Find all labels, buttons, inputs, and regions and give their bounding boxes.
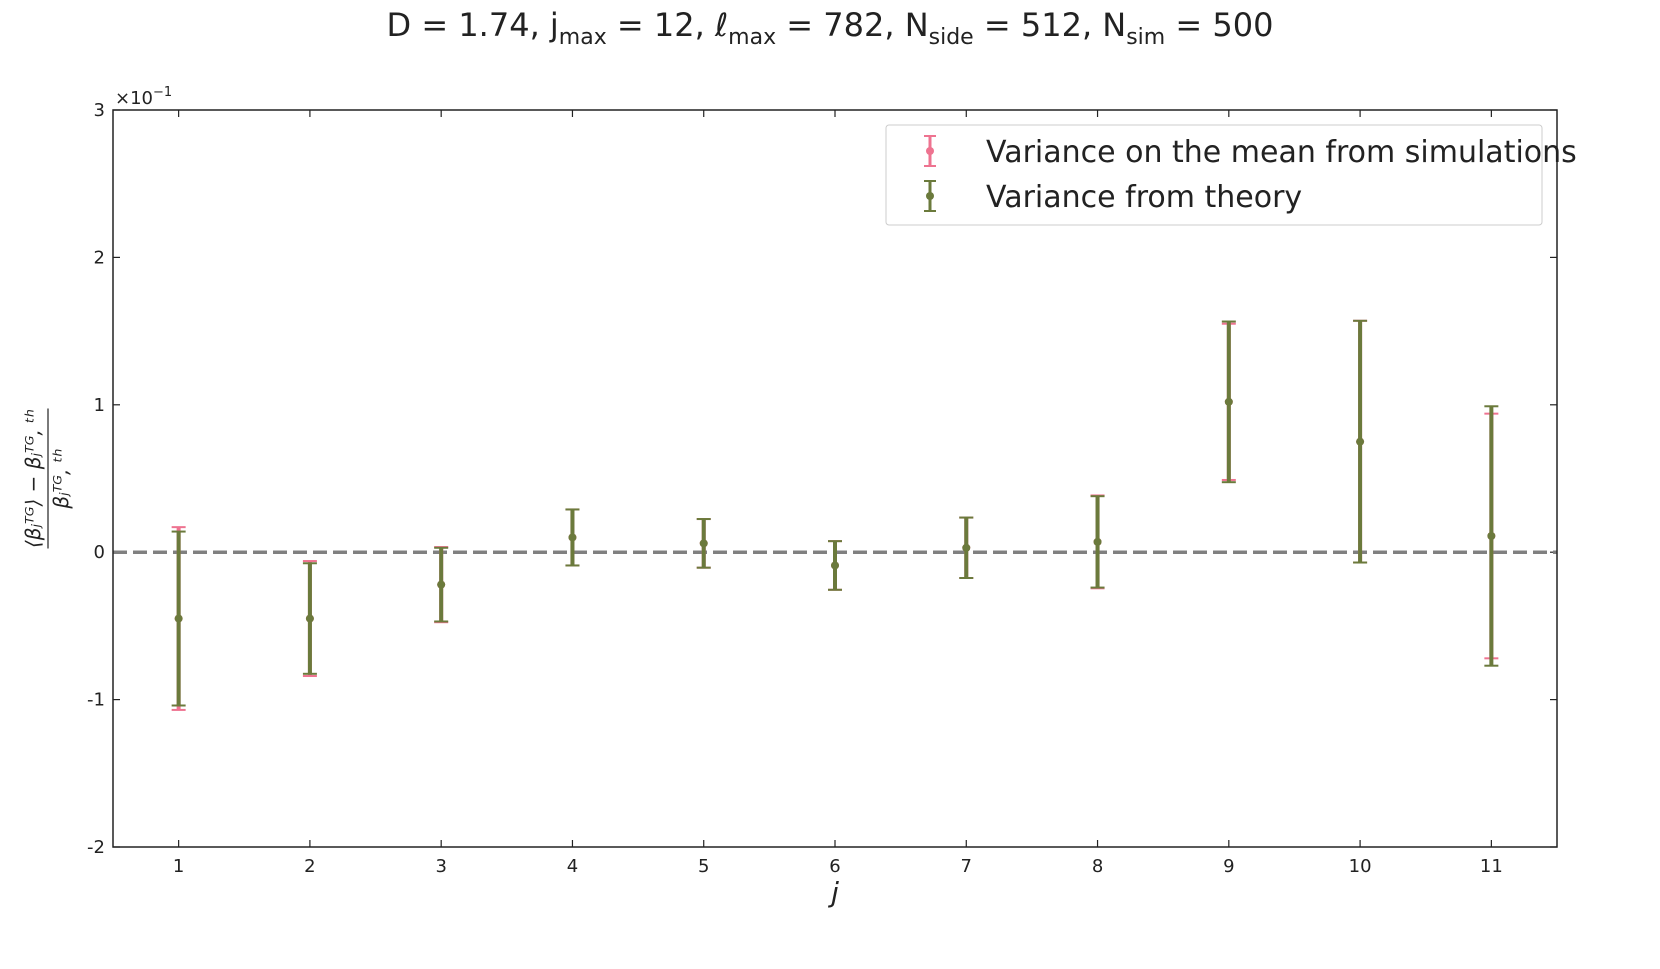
data-point bbox=[174, 614, 183, 623]
data-point bbox=[831, 561, 839, 570]
x-tick-label: 3 bbox=[435, 856, 446, 877]
y-tick-label: -2 bbox=[87, 837, 105, 858]
x-tick-label: 2 bbox=[304, 856, 315, 877]
data-point bbox=[437, 580, 446, 589]
data-point bbox=[305, 614, 314, 623]
x-tick-label: 7 bbox=[961, 856, 972, 877]
title-text: = 500 bbox=[1165, 6, 1273, 44]
x-tick-label: 9 bbox=[1223, 856, 1234, 877]
y-label-denominator: βⱼᵀᴳ, ᵗʰ bbox=[49, 448, 73, 509]
title-subscript: side bbox=[929, 25, 974, 50]
plot-frame bbox=[112, 109, 1558, 848]
x-tick-label: 5 bbox=[698, 856, 709, 877]
legend-label: Variance on the mean from simulations bbox=[986, 135, 1577, 170]
title-text: = 512, N bbox=[974, 6, 1127, 44]
title-subscript: sim bbox=[1126, 25, 1165, 50]
data-point bbox=[1356, 437, 1365, 446]
chart-title: D = 1.74, jmax = 12, ℓmax = 782, Nside =… bbox=[387, 6, 1274, 50]
title-text: D = 1.74, j bbox=[387, 6, 559, 44]
legend-marker-dot bbox=[926, 192, 934, 200]
y-tick-label: 3 bbox=[94, 100, 105, 121]
y-label-numerator: ⟨βⱼᵀᴳ⟩ − βⱼᵀᴳ, ᵗʰ bbox=[21, 409, 45, 548]
x-tick-label: 11 bbox=[1480, 856, 1503, 877]
legend-marker-dot bbox=[926, 147, 934, 155]
y-tick-label: 2 bbox=[94, 247, 105, 268]
x-tick-label: 10 bbox=[1349, 856, 1372, 877]
x-tick-label: 4 bbox=[567, 856, 578, 877]
y-tick-label: -1 bbox=[87, 690, 105, 711]
x-tick-label: 6 bbox=[829, 856, 840, 877]
title-subscript: max bbox=[559, 25, 607, 50]
y-tick-label: 0 bbox=[94, 542, 105, 563]
offset-base: ×10 bbox=[115, 88, 153, 109]
title-text: = 782, N bbox=[776, 6, 929, 44]
data-point bbox=[1093, 537, 1102, 546]
data-point bbox=[1224, 397, 1233, 406]
title-text: = 12, ℓ bbox=[607, 6, 728, 44]
y-tick-label: 1 bbox=[94, 395, 105, 416]
offset-exponent: −1 bbox=[153, 85, 172, 100]
y-offset-label: ×10−1 bbox=[115, 85, 172, 109]
y-axis-label: ⟨βⱼᵀᴳ⟩ − βⱼᵀᴳ, ᵗʰ βⱼᵀᴳ, ᵗʰ bbox=[21, 408, 73, 549]
data-point bbox=[1487, 531, 1496, 540]
legend-label: Variance from theory bbox=[986, 180, 1302, 215]
x-tick-label: 8 bbox=[1092, 856, 1103, 877]
x-tick-label: 1 bbox=[173, 856, 184, 877]
data-point bbox=[568, 533, 577, 542]
data-point bbox=[962, 543, 971, 552]
data-point bbox=[699, 539, 708, 548]
title-subscript: max bbox=[728, 25, 776, 50]
legend-box bbox=[885, 124, 1543, 226]
